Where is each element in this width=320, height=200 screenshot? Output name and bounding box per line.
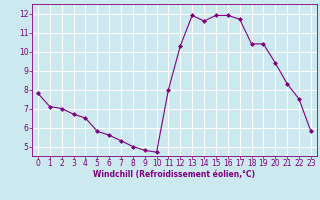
X-axis label: Windchill (Refroidissement éolien,°C): Windchill (Refroidissement éolien,°C): [93, 170, 255, 179]
